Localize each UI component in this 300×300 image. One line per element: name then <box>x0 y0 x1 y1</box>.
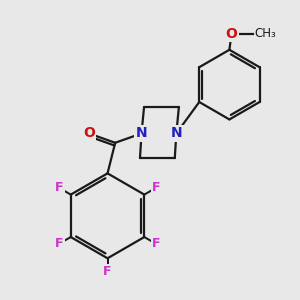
Text: F: F <box>152 237 160 250</box>
Text: F: F <box>103 266 112 278</box>
Text: F: F <box>55 237 63 250</box>
Text: O: O <box>226 27 238 41</box>
Text: O: O <box>83 126 95 140</box>
Text: F: F <box>55 181 63 194</box>
Text: F: F <box>152 181 160 194</box>
Text: N: N <box>170 126 182 140</box>
Text: N: N <box>136 126 147 140</box>
Text: CH₃: CH₃ <box>254 27 276 40</box>
